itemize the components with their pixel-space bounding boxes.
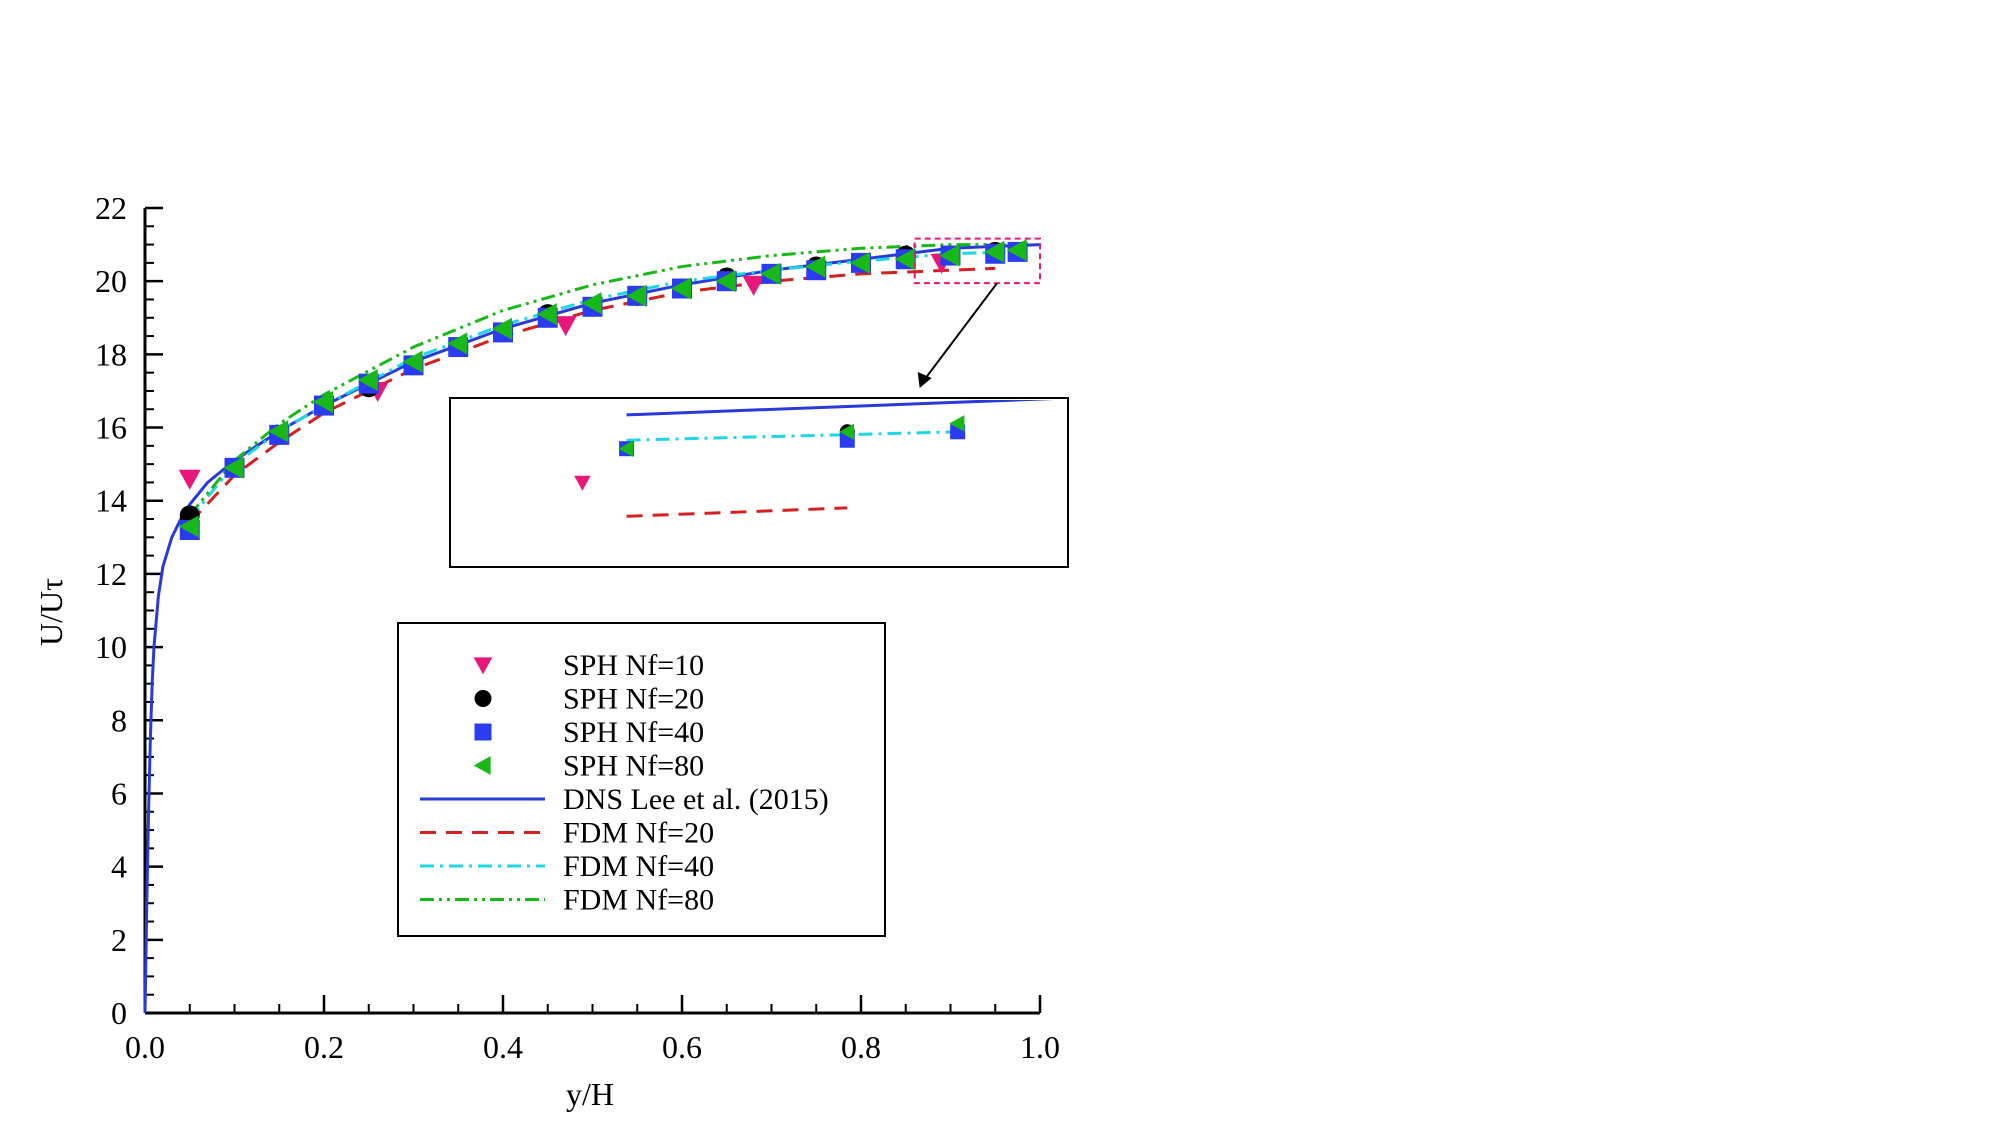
inset-panel [398, 398, 1068, 567]
legend-label: SPH Nf=10 [563, 649, 704, 682]
y-tick-label: 18 [95, 336, 127, 372]
y-tick-label: 6 [111, 775, 127, 811]
data-point-sph-nf-20 [398, 441, 413, 456]
x-tick-label: 0.0 [125, 1029, 165, 1065]
legend-marker-sph-nf-20 [475, 690, 492, 707]
legend-label: FDM Nf=40 [563, 850, 714, 883]
y-tick-label: 14 [95, 483, 127, 519]
x-tick-label: 0.8 [841, 1029, 881, 1065]
y-tick-label: 20 [95, 263, 127, 299]
legend-label: SPH Nf=20 [563, 683, 704, 716]
data-point-sph-nf-10 [555, 316, 577, 336]
legend-marker-sph-nf-40 [475, 724, 492, 741]
legend-label: DNS Lee et al. (2015) [563, 783, 829, 816]
y-tick-label: 4 [111, 849, 127, 885]
x-tick-label: 0.6 [662, 1029, 702, 1065]
y-tick-label: 10 [95, 629, 127, 665]
y-tick-label: 2 [111, 922, 127, 958]
data-point-sph-nf-10 [179, 470, 201, 490]
legend-label: FDM Nf=80 [563, 884, 714, 917]
x-tick-label: 0.2 [304, 1029, 344, 1065]
legend-label: SPH Nf=80 [563, 750, 704, 783]
y-tick-label: 8 [111, 702, 127, 738]
legend-label: FDM Nf=20 [563, 817, 714, 850]
y-tick-label: 12 [95, 556, 127, 592]
inset-frame [450, 398, 1068, 567]
zoom-arrow [926, 283, 997, 378]
legend-label: SPH Nf=40 [563, 716, 704, 749]
y-axis-title: U/Uτ [33, 578, 69, 646]
x-axis-title: y/H [566, 1076, 614, 1112]
x-tick-label: 1.0 [1020, 1029, 1060, 1065]
y-tick-label: 0 [111, 995, 127, 1031]
data-point-sph-nf-40 [398, 458, 413, 473]
data-point-sph-nf-80 [398, 457, 413, 474]
data-point-sph-nf-10 [743, 276, 765, 296]
y-tick-label: 22 [95, 190, 127, 226]
y-tick-label: 16 [95, 410, 127, 446]
x-tick-label: 0.4 [483, 1029, 523, 1065]
